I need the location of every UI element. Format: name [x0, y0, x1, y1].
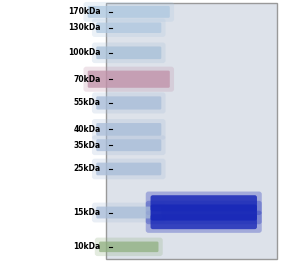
- FancyBboxPatch shape: [146, 211, 262, 233]
- FancyBboxPatch shape: [96, 139, 161, 151]
- FancyBboxPatch shape: [151, 195, 257, 211]
- FancyBboxPatch shape: [96, 46, 161, 59]
- FancyBboxPatch shape: [92, 159, 166, 179]
- Text: 25kDa: 25kDa: [73, 164, 100, 173]
- FancyBboxPatch shape: [99, 242, 158, 252]
- FancyBboxPatch shape: [92, 203, 166, 222]
- FancyBboxPatch shape: [151, 204, 257, 221]
- FancyBboxPatch shape: [88, 70, 170, 88]
- Text: 55kDa: 55kDa: [74, 98, 100, 107]
- FancyBboxPatch shape: [146, 201, 262, 224]
- Text: 35kDa: 35kDa: [73, 141, 100, 150]
- FancyBboxPatch shape: [96, 163, 161, 175]
- FancyBboxPatch shape: [92, 135, 166, 155]
- FancyBboxPatch shape: [146, 192, 262, 215]
- Text: 40kDa: 40kDa: [73, 125, 100, 134]
- Text: 100kDa: 100kDa: [68, 48, 100, 57]
- Text: 70kDa: 70kDa: [73, 75, 100, 84]
- FancyBboxPatch shape: [106, 3, 277, 259]
- FancyBboxPatch shape: [83, 67, 174, 92]
- FancyBboxPatch shape: [92, 92, 166, 114]
- FancyBboxPatch shape: [151, 214, 257, 229]
- Text: 130kDa: 130kDa: [68, 23, 100, 32]
- FancyBboxPatch shape: [96, 96, 161, 110]
- Text: 170kDa: 170kDa: [68, 7, 100, 16]
- FancyBboxPatch shape: [96, 123, 161, 136]
- FancyBboxPatch shape: [96, 22, 161, 33]
- FancyBboxPatch shape: [92, 18, 166, 37]
- FancyBboxPatch shape: [88, 6, 170, 18]
- FancyBboxPatch shape: [96, 206, 161, 219]
- FancyBboxPatch shape: [95, 238, 163, 256]
- FancyBboxPatch shape: [92, 43, 166, 63]
- Text: 15kDa: 15kDa: [73, 208, 100, 217]
- Text: 10kDa: 10kDa: [73, 242, 100, 251]
- FancyBboxPatch shape: [92, 119, 166, 140]
- FancyBboxPatch shape: [83, 2, 174, 22]
